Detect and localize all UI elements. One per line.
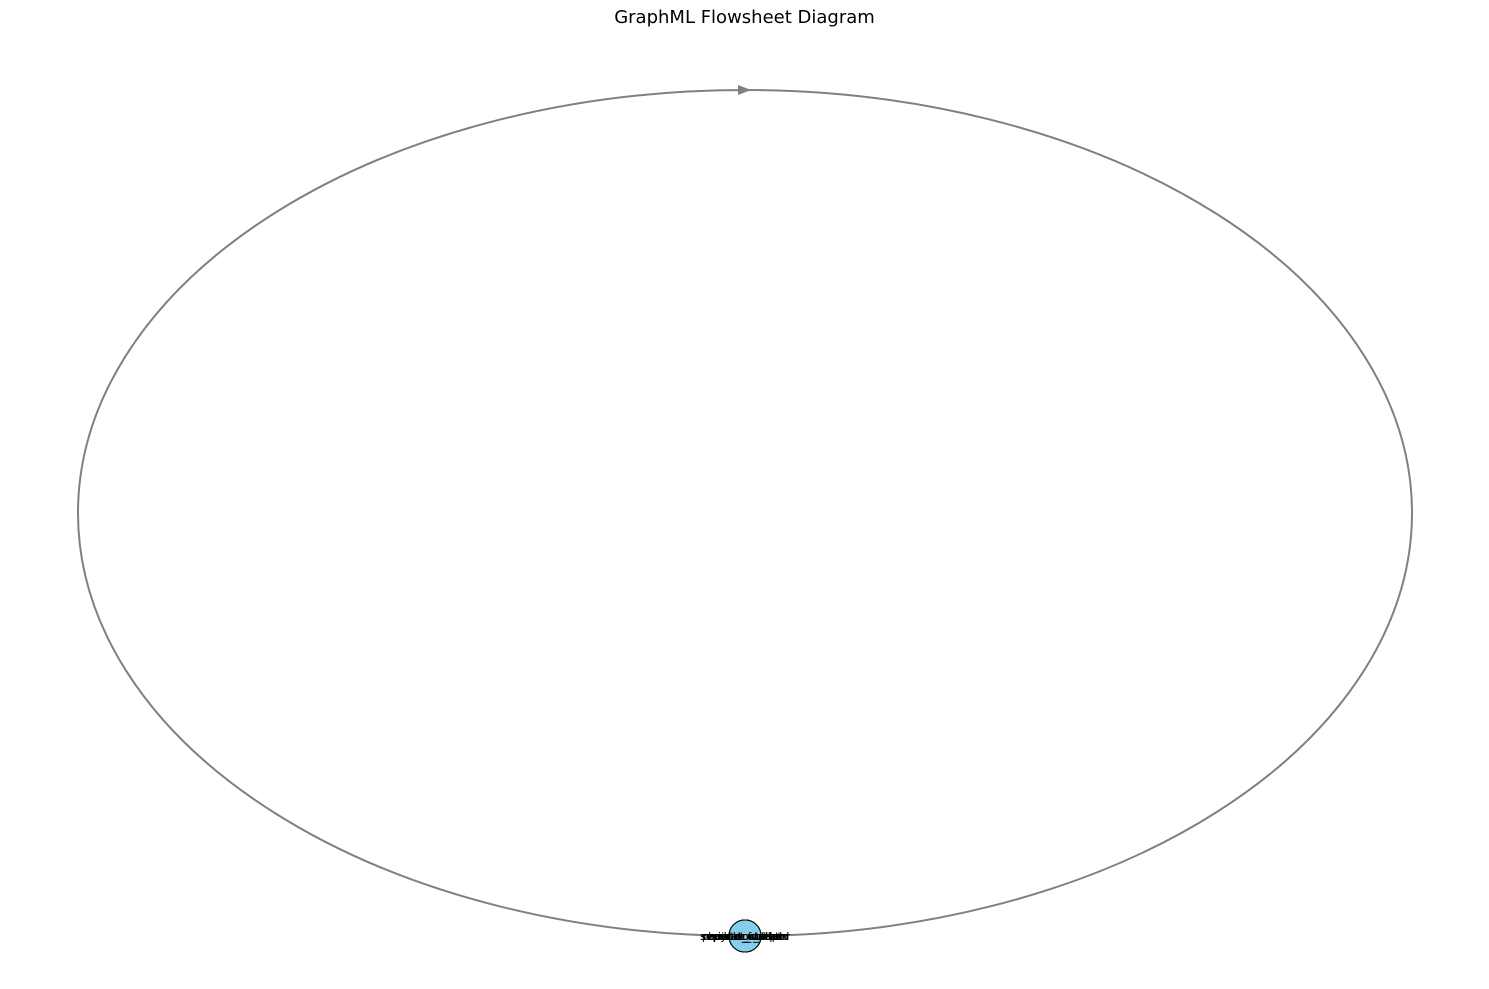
node-label: inlet_feed xyxy=(718,930,772,943)
edge-self-loop xyxy=(77,89,1413,937)
node-label: separator_liquid xyxy=(701,930,790,943)
graph-node xyxy=(728,919,762,953)
node-layer xyxy=(728,919,762,953)
label-layer: inlet_feedmixer_outletheater_outletreact… xyxy=(700,930,791,943)
edge-arrowhead xyxy=(738,85,751,95)
node-label: reactor_outlet xyxy=(706,930,784,943)
node-label: product_stream xyxy=(702,930,788,943)
node-label: mixer_outlet xyxy=(711,930,781,943)
node-label: recycle_stream xyxy=(703,930,787,943)
node-label: heater_outlet xyxy=(708,930,782,943)
figure-title: GraphML Flowsheet Diagram xyxy=(614,7,875,28)
node-label: separator_vapor xyxy=(700,930,791,943)
edge-layer xyxy=(77,85,1413,937)
